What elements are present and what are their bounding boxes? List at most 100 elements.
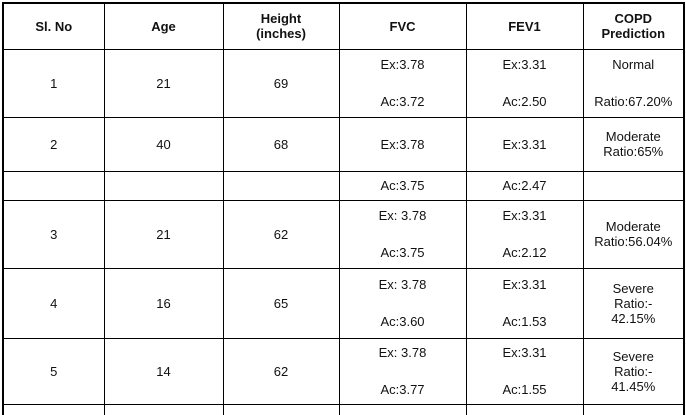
cell-age: 40 (103, 116, 224, 172)
cell-value: 16 (156, 295, 171, 311)
cell-value: Ac:1.55 (502, 382, 547, 397)
cell-value: Ex:3.31 (502, 277, 547, 292)
cell-age: 16 (103, 267, 224, 339)
cell-fev1: Ex:3.31 (465, 116, 584, 172)
cell-value: Ex:3.31 (502, 208, 547, 223)
cell-copd: Severe Ratio:- 41.45% (582, 337, 685, 405)
cell-slno: 3 (2, 199, 105, 269)
cell-value: Ac:3.72 (380, 94, 425, 109)
header-label: FVC (389, 18, 416, 34)
cell-fvc: Ac:3.75 (338, 170, 467, 201)
cell-fev1 (465, 403, 584, 415)
cell-value: Moderate (605, 219, 661, 234)
cell-height: 68 (222, 116, 340, 172)
cell-fvc: Ex:3.78 (338, 116, 467, 172)
cell-age: 21 (103, 199, 224, 269)
cell-value: 68 (273, 136, 289, 152)
cell-age (103, 170, 224, 201)
cell-value: Ac:3.60 (380, 314, 425, 329)
cell-height (222, 170, 340, 201)
cell-slno: 2 (2, 116, 105, 172)
cell-value: 21 (156, 75, 171, 91)
cell-copd: Normal Ratio:67.20% (582, 48, 685, 118)
cell-height: 62 (222, 337, 340, 405)
cell-value: Ac:3.75 (380, 245, 425, 260)
cell-value: Ratio:56.04% (594, 234, 673, 249)
cell-slno: 1 (2, 48, 105, 118)
cell-height: 69 (222, 48, 340, 118)
header-label: Age (151, 18, 176, 34)
cell-value: 69 (273, 75, 289, 91)
cell-fev1: Ex:3.31 Ac:1.53 (465, 267, 584, 339)
cell-age (103, 403, 224, 415)
cell-value: 21 (156, 226, 171, 242)
header-label: Prediction (601, 26, 666, 42)
cell-fvc: Ex: 3.78 Ac:3.75 (338, 199, 467, 269)
header-fvc: FVC (338, 2, 467, 50)
cell-slno: 5 (2, 337, 105, 405)
cell-fvc: Ex:3.78 Ac:3.72 (338, 48, 467, 118)
cell-fev1: Ex:3.31 Ac:2.12 (465, 199, 584, 269)
header-age: Age (103, 2, 224, 50)
cell-value: Ex:3.78 (380, 136, 425, 152)
cell-value: 4 (50, 295, 58, 311)
cell-value: Severe (612, 280, 654, 296)
table-row: 4 16 65 Ex: 3.78 Ac:3.60 Ex:3.31 Ac:1.53 S… (2, 267, 685, 339)
cell-fev1: Ex:3.31 Ac:1.55 (465, 337, 584, 405)
cell-value: 42.15% (611, 310, 656, 326)
cell-value: 40 (156, 136, 171, 152)
cell-fvc (338, 403, 467, 415)
header-fev1: FEV1 (465, 2, 584, 50)
cell-value: Ratio:- (614, 363, 653, 379)
cell-value: 5 (50, 363, 58, 379)
cell-value: Ex:3.31 (502, 57, 547, 72)
header-height: Height (inches) (222, 2, 340, 50)
cell-value: 3 (50, 226, 58, 242)
cell-fev1: Ex:3.31 Ac:2.50 (465, 48, 584, 118)
cell-copd: Moderate Ratio:65% (582, 116, 685, 172)
header-label: FEV1 (508, 18, 541, 34)
cell-value: 2 (50, 136, 58, 152)
cell-value: Ac:2.47 (502, 178, 547, 193)
cell-value: 65 (273, 295, 289, 311)
cell-slno (2, 170, 105, 201)
table-row: 2 40 68 Ex:3.78 Ex:3.31 Moderate Ratio:65… (2, 116, 685, 172)
cell-value: Ratio:65% (603, 144, 664, 159)
table-row: 1 21 69 Ex:3.78 Ac:3.72 Ex:3.31 Ac:2.50 No… (2, 48, 685, 118)
cell-value: Ratio:67.20% (594, 94, 673, 109)
cell-copd: Severe Ratio:- 42.15% (582, 267, 685, 339)
cell-value: Severe (612, 348, 654, 364)
cell-height: 62 (222, 199, 340, 269)
cell-value: Ex:3.31 (502, 345, 547, 360)
cell-value: Ac:2.12 (502, 245, 547, 260)
cell-value: Ex:3.78 (380, 57, 425, 72)
cell-age: 21 (103, 48, 224, 118)
cell-slno: 4 (2, 267, 105, 339)
header-copd-prediction: COPD Prediction (582, 2, 685, 50)
table-row-clipped (2, 403, 685, 415)
table-row-continuation: Ac:3.75 Ac:2.47 (2, 170, 685, 201)
cell-value: Ex:3.31 (502, 136, 547, 152)
cell-value: Ac:2.50 (502, 94, 547, 109)
header-label: COPD (614, 11, 653, 27)
cell-value: Ac:3.77 (380, 382, 425, 397)
header-slno: Sl. No (2, 2, 105, 50)
cell-fev1: Ac:2.47 (465, 170, 584, 201)
cell-copd: Moderate Ratio:56.04% (582, 199, 685, 269)
cell-value: 62 (273, 226, 289, 242)
cell-value: Normal (612, 57, 655, 72)
table-header-row: Sl. No Age Height (inches) FVC FEV1 COPD P… (2, 2, 685, 50)
cell-value: Ac:3.75 (380, 178, 425, 193)
cell-slno (2, 403, 105, 415)
cell-value: Ex: 3.78 (378, 208, 427, 223)
table-row: 3 21 62 Ex: 3.78 Ac:3.75 Ex:3.31 Ac:2.12 M… (2, 199, 685, 269)
header-label: Sl. No (35, 18, 73, 34)
cell-value: Ac:1.53 (502, 314, 547, 329)
cell-copd (582, 170, 685, 201)
cell-value: 41.45% (611, 378, 656, 394)
cell-copd (582, 403, 685, 415)
table-row: 5 14 62 Ex: 3.78 Ac:3.77 Ex:3.31 Ac:1.55 S… (2, 337, 685, 405)
cell-fvc: Ex: 3.78 Ac:3.60 (338, 267, 467, 339)
